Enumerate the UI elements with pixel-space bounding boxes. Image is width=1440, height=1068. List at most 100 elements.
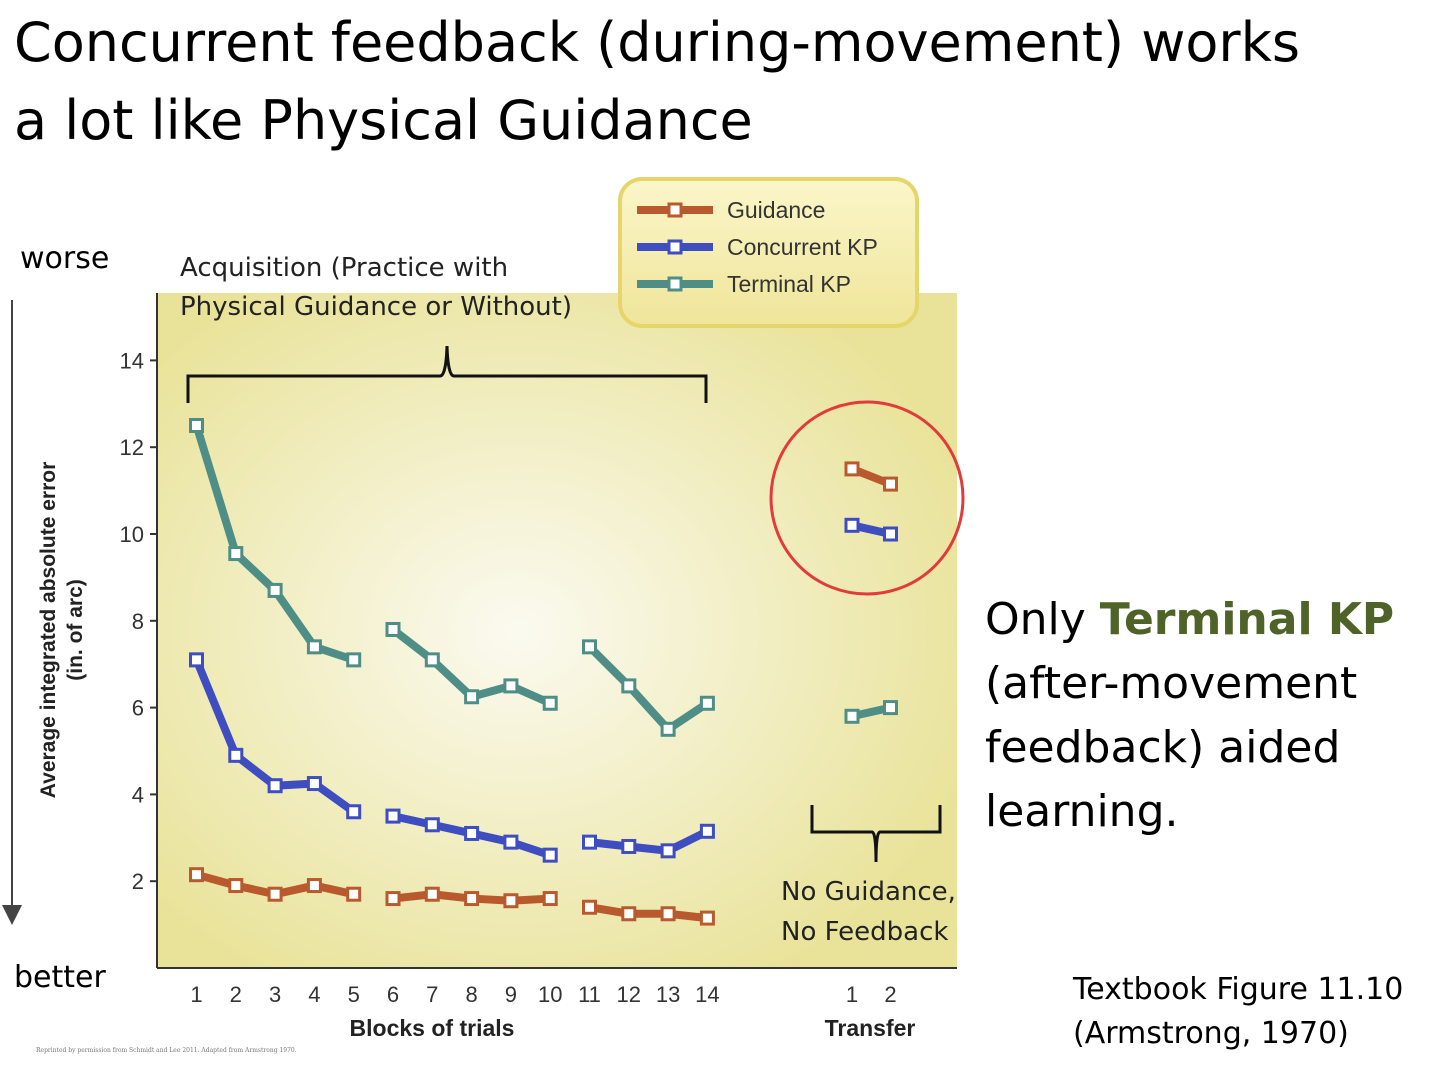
side-note-part2: (after-movement feedback) aided learning… — [985, 658, 1358, 837]
x-tick-label: 7 — [426, 982, 438, 1007]
data-point-terminal-kp — [267, 582, 283, 598]
x-tick-label: 2 — [230, 982, 242, 1007]
transfer-point-terminal-kp — [883, 700, 898, 716]
transfer-highlight-circle — [769, 400, 965, 596]
fine-print: Reprinted by permission from Schmidt and… — [36, 1047, 297, 1054]
data-point-terminal-kp — [385, 621, 401, 637]
data-point-terminal-kp — [582, 639, 597, 655]
data-point-concurrent-kp — [267, 778, 283, 794]
legend-marker-terminal-kp — [667, 276, 683, 292]
y-tick-label: 2 — [132, 869, 144, 894]
figure-source-line1: Textbook Figure 11.10 — [1073, 972, 1404, 1007]
better-label: better — [14, 960, 106, 995]
legend-label-terminal-kp: Terminal KP — [727, 271, 851, 297]
y-ticks: 2 4 6 8 10 12 14 — [120, 348, 157, 894]
data-point-guidance — [267, 886, 283, 902]
data-point-concurrent-kp — [503, 834, 519, 850]
x-tick-label: 10 — [538, 982, 562, 1007]
figure-source: Textbook Figure 11.10 (Armstrong, 1970) — [1073, 968, 1403, 1056]
y-tick-label: 8 — [132, 609, 144, 634]
x-tick-label: 8 — [465, 982, 477, 1007]
slide-title-line2: a lot like Physical Guidance — [14, 89, 753, 152]
acquisition-label-line1: Acquisition (Practice with — [180, 253, 508, 283]
y-axis-unit-label: (in. of arc) — [64, 579, 87, 681]
data-point-concurrent-kp — [424, 817, 440, 833]
x-tick-label: 5 — [348, 982, 360, 1007]
x-tick-label: 6 — [387, 982, 399, 1007]
data-point-concurrent-kp — [621, 838, 637, 854]
data-point-guidance — [385, 891, 401, 907]
x-tick-label: 14 — [695, 982, 719, 1007]
series-line-terminal-kp — [586, 644, 710, 734]
transfer-point-concurrent-kp — [883, 526, 898, 542]
transfer-axis-label: Transfer — [825, 1015, 916, 1041]
data-point-guidance — [582, 899, 597, 915]
data-point-terminal-kp — [346, 652, 362, 668]
data-point-guidance — [306, 878, 322, 894]
series-terminal-kp — [189, 418, 898, 737]
y-tick-label: 4 — [132, 782, 144, 807]
transfer-point-concurrent-kp — [844, 517, 860, 533]
y-tick-label: 14 — [120, 348, 144, 373]
data-point-guidance — [699, 910, 715, 926]
data-point-concurrent-kp — [228, 747, 244, 763]
data-point-terminal-kp — [189, 418, 204, 433]
series-concurrent-kp — [189, 517, 898, 863]
data-point-guidance — [503, 893, 519, 909]
series-guidance — [189, 461, 898, 926]
acquisition-brace — [186, 345, 708, 403]
data-point-concurrent-kp — [582, 834, 597, 850]
plot-area — [157, 293, 957, 968]
side-note: Only Terminal KP (after-movement feedbac… — [985, 588, 1425, 844]
transfer-tick-label: 1 — [846, 982, 858, 1007]
x-ticks: 1 2 3 4 5 6 7 8 9 10 11 12 13 14 1 2 — [190, 982, 896, 1007]
legend-box — [618, 177, 919, 328]
x-tick-label: 4 — [308, 982, 320, 1007]
x-tick-label: 12 — [617, 982, 641, 1007]
data-point-terminal-kp — [306, 639, 322, 655]
data-point-guidance — [621, 906, 637, 922]
y-tick-label: 6 — [132, 696, 144, 721]
series-layer — [189, 418, 898, 926]
data-point-terminal-kp — [699, 695, 715, 711]
y-tick-label: 10 — [120, 522, 144, 547]
data-point-terminal-kp — [621, 678, 637, 694]
data-point-terminal-kp — [542, 695, 558, 711]
data-point-guidance — [542, 891, 558, 907]
series-line-guidance — [588, 903, 708, 923]
transfer-point-guidance — [844, 461, 860, 477]
data-point-concurrent-kp — [699, 823, 715, 839]
transfer-tick-label: 2 — [884, 982, 896, 1007]
data-point-guidance — [660, 906, 676, 922]
legend: Guidance Concurrent KP Terminal KP — [618, 177, 919, 328]
data-point-guidance — [189, 867, 204, 883]
figure-source-line2: (Armstrong, 1970) — [1073, 1016, 1349, 1051]
series-line-concurrent-kp — [589, 827, 710, 855]
legend-label-concurrent-kp: Concurrent KP — [727, 234, 878, 260]
data-point-concurrent-kp — [464, 825, 480, 841]
x-axis-label: Blocks of trials — [350, 1015, 515, 1041]
data-point-terminal-kp — [464, 689, 480, 705]
data-point-concurrent-kp — [660, 843, 676, 859]
x-tick-label: 3 — [269, 982, 281, 1007]
data-point-concurrent-kp — [542, 847, 558, 863]
acquisition-label-line2: Physical Guidance or Without) — [180, 292, 572, 322]
legend-marker-guidance — [667, 202, 683, 218]
x-tick-label: 11 — [578, 982, 601, 1007]
legend-label-guidance: Guidance — [727, 197, 825, 223]
x-tick-label: 13 — [656, 982, 680, 1007]
slide-title-line1: Concurrent feedback (during-movement) wo… — [14, 11, 1301, 74]
worse-label: worse — [20, 241, 109, 276]
legend-marker-concurrent-kp — [667, 239, 683, 255]
slide-title: Concurrent feedback (during-movement) wo… — [14, 4, 1414, 160]
data-point-concurrent-kp — [306, 776, 322, 792]
y-tick-label: 12 — [120, 435, 144, 460]
data-point-concurrent-kp — [346, 804, 362, 820]
data-point-terminal-kp — [503, 678, 519, 694]
transfer-point-guidance — [883, 476, 898, 492]
data-point-guidance — [424, 886, 440, 902]
data-point-terminal-kp — [228, 546, 244, 562]
data-point-guidance — [346, 886, 362, 902]
data-point-concurrent-kp — [189, 652, 204, 668]
